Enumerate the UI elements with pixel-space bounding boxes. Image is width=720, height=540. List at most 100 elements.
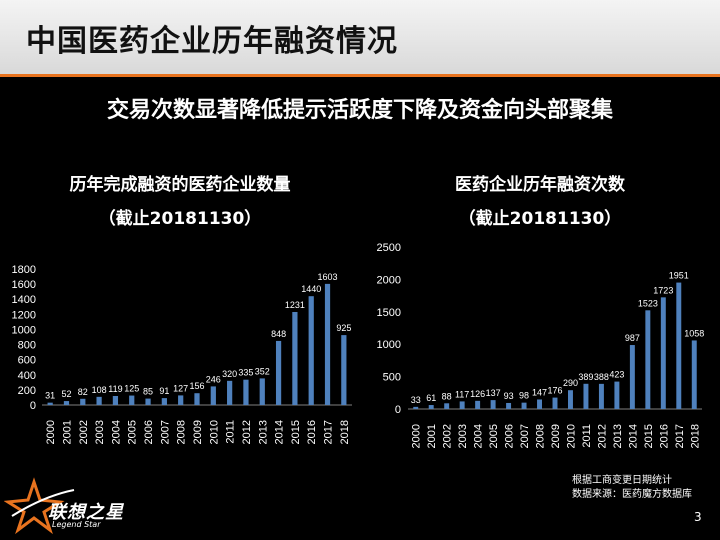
x-tick-label-right: 2011 [581, 424, 593, 448]
data-label-left: 335 [238, 368, 253, 378]
y-tick-label-right: 0 [395, 404, 401, 416]
bar-right [490, 400, 496, 409]
data-label-left: 1603 [318, 272, 338, 282]
header-divider [0, 74, 720, 77]
x-tick-label-right: 2005 [488, 424, 500, 448]
bar-right [428, 405, 434, 409]
data-label-right: 389 [578, 372, 593, 382]
logo-subtext: Legend Star [52, 520, 101, 529]
x-tick-label-right: 2018 [689, 424, 701, 448]
data-label-left: 1231 [285, 300, 305, 310]
x-tick-label-right: 2008 [535, 424, 547, 448]
bar-left [275, 340, 282, 405]
x-tick-label-right: 2016 [658, 424, 670, 448]
bar-right [629, 345, 635, 409]
x-tick-label-left: 2018 [339, 420, 351, 444]
data-label-left: 320 [222, 369, 237, 379]
y-tick-label-left: 1400 [12, 294, 36, 306]
x-tick-label-left: 2012 [241, 420, 253, 444]
x-tick-label-left: 2004 [110, 420, 122, 444]
x-tick-label-left: 2006 [143, 420, 155, 444]
chart-title-right: 医药企业历年融资次数 （截止20181130） [380, 168, 700, 236]
bar-left [210, 386, 216, 405]
chart-title-right-line2: （截止20181130） [458, 209, 622, 229]
bar-left [259, 378, 265, 405]
y-tick-label-left: 0 [30, 400, 36, 412]
data-label-left: 246 [206, 374, 221, 384]
data-label-right: 290 [563, 378, 578, 388]
bar-left [324, 283, 331, 405]
data-label-left: 85 [143, 387, 153, 397]
bar-right [552, 397, 558, 409]
chart-title-right-line1: 医药企业历年融资次数 [455, 175, 625, 195]
data-label-right: 1523 [638, 298, 658, 308]
bar-right [521, 402, 527, 409]
y-tick-label-left: 1200 [12, 309, 36, 321]
bar-left [63, 401, 70, 405]
data-label-left: 925 [336, 323, 351, 333]
x-tick-label-left: 2014 [274, 420, 286, 444]
bar-right [691, 340, 697, 409]
data-label-left: 91 [159, 386, 169, 396]
x-tick-label-left: 2002 [78, 420, 90, 444]
y-tick-label-left: 1000 [12, 324, 36, 336]
x-tick-label-right: 2002 [442, 424, 454, 448]
x-tick-label-left: 2005 [127, 420, 139, 444]
y-tick-label-right: 2000 [377, 274, 401, 286]
y-tick-label-right: 1500 [377, 307, 401, 319]
bar-right [506, 402, 512, 409]
data-label-right: 61 [426, 393, 436, 403]
data-label-right: 388 [594, 372, 609, 382]
x-tick-label-right: 2010 [565, 424, 577, 448]
x-tick-label-left: 2000 [45, 420, 57, 444]
bar-left [341, 335, 347, 405]
x-tick-label-left: 2010 [208, 420, 220, 444]
y-tick-label-left: 200 [18, 385, 36, 397]
data-label-left: 156 [189, 381, 204, 391]
bar-left [80, 398, 86, 405]
data-label-right: 176 [547, 386, 562, 396]
data-label-left: 31 [45, 391, 55, 401]
data-label-left: 125 [124, 384, 139, 394]
bar-left [112, 396, 119, 405]
data-label-right: 93 [504, 391, 514, 401]
data-label-left: 1440 [301, 284, 321, 294]
bar-right [459, 401, 465, 409]
y-tick-label-right: 2500 [377, 242, 401, 254]
data-label-left: 108 [92, 385, 107, 395]
page-subtitle: 交易次数显著降低提示活跃度下降及资金向头部聚集 [106, 98, 613, 123]
bar-left [47, 402, 53, 405]
y-tick-label-left: 1800 [12, 264, 36, 276]
bar-right [475, 400, 481, 409]
bar-left [145, 398, 151, 405]
x-tick-label-right: 2003 [457, 424, 469, 448]
y-tick-label-left: 1600 [12, 279, 36, 291]
x-tick-label-left: 2009 [192, 420, 204, 444]
chart-title-left-line1: 历年完成融资的医药企业数量 [69, 175, 291, 195]
bar-right [413, 406, 419, 409]
data-label-left: 352 [255, 366, 270, 376]
bar-right [583, 383, 589, 409]
bar-left [161, 398, 167, 405]
y-tick-label-right: 500 [383, 372, 401, 384]
y-tick-label-left: 600 [18, 355, 36, 367]
x-tick-label-right: 2014 [627, 424, 639, 448]
data-label-right: 987 [625, 333, 640, 343]
x-tick-label-right: 2004 [473, 424, 485, 448]
source-note-line1: 根据工商变更日期统计 [572, 475, 672, 486]
y-tick-label-left: 800 [18, 340, 36, 352]
x-tick-label-right: 2009 [550, 424, 562, 448]
bar-left [308, 296, 314, 405]
x-tick-label-right: 2000 [411, 424, 423, 448]
page-title: 中国医药企业历年融资情况 [26, 24, 398, 59]
x-tick-label-right: 2007 [519, 424, 531, 448]
x-tick-label-left: 2015 [290, 420, 302, 444]
header-bar: 中国医药企业历年融资情况 [0, 0, 720, 74]
x-tick-label-left: 2016 [306, 420, 318, 444]
data-label-right: 137 [486, 388, 501, 398]
bar-left [194, 393, 200, 405]
legend-star-logo-icon [4, 477, 75, 535]
data-label-left: 82 [78, 387, 88, 397]
data-label-left: 119 [108, 384, 122, 394]
